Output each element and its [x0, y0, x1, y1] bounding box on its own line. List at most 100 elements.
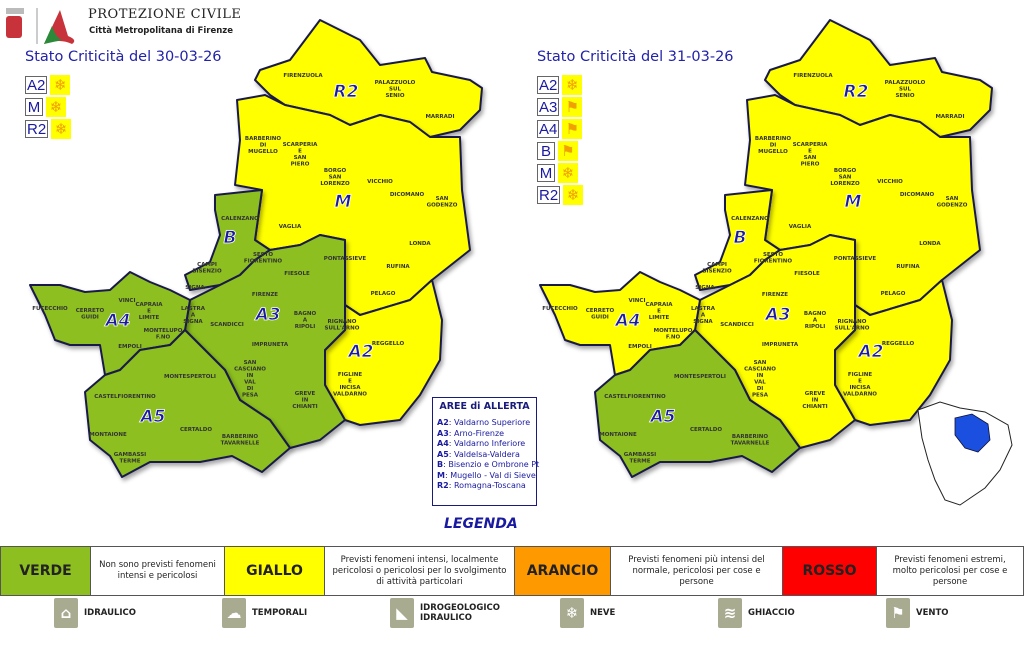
municipality-label: SCARPERIA E SAN PIERO: [793, 142, 829, 168]
map-day2: FIRENZUOLA PALAZZUOLO SUL SENIO MARRADI BARBE…: [539, 19, 993, 478]
alert-zone-code: R2: [25, 120, 49, 138]
alert-row: M ❄: [25, 97, 71, 117]
municipality-label: SAN GODENZO: [937, 196, 968, 209]
storm-icon: ☁: [222, 598, 246, 628]
municipality-label: RIGNANO SULL'ARNO: [325, 319, 360, 332]
hazard-neve: ❄ NEVE: [560, 598, 615, 628]
area-item: R2: Romagna-Toscana: [437, 481, 526, 490]
firenze-highlight: [954, 413, 991, 453]
alert-areas-box: AREE di ALLERTA A2: Valdarno Superiore A…: [432, 397, 540, 506]
municipality-label: GREVE IN CHIANTI: [802, 391, 827, 410]
alert-areas-title: AREE di ALLERTA: [439, 401, 530, 412]
windsock-icon: ⚑: [562, 119, 583, 139]
alert-zone-code: A3: [537, 98, 560, 116]
municipality-label: CAMPI BISENZIO: [192, 262, 222, 275]
alerts-day1: A2 ❄ M ❄ R2 ❄: [25, 75, 72, 139]
municipality-label: MONTESPERTOLI: [164, 374, 216, 380]
municipality-label: MONTESPERTOLI: [674, 374, 726, 380]
tuscany-inset-map: [917, 401, 1013, 506]
alert-row: B ⚑: [537, 141, 583, 161]
alert-row: M ❄: [537, 163, 583, 183]
alert-zone-code: A2: [537, 76, 560, 94]
municipality-label: BORGO SAN LORENZO: [320, 168, 350, 187]
maps-canvas: FIRENZUOLA PALAZZUOLO SUL SENIO MARRADI BARBE…: [29, 19, 1013, 506]
municipality-label: PALAZZUOLO SUL SENIO: [885, 80, 926, 99]
hazard-vento: ⚑ VENTO: [886, 598, 949, 628]
alert-zone-code: M: [25, 98, 43, 116]
municipality-label: SAN GODENZO: [427, 196, 458, 209]
municipality-label: PALAZZUOLO SUL SENIO: [375, 80, 416, 99]
municipality-label: LONDA: [409, 241, 431, 247]
area-item: B: Bisenzio e Ombrone Pt: [437, 460, 540, 469]
snowflake-icon: ❄: [560, 598, 584, 628]
level-verde-desc: Non sono previsti fenomeni intensi e per…: [91, 547, 225, 595]
flood-house-icon: ⌂: [54, 598, 78, 628]
municipality-label: BORGO SAN LORENZO: [830, 168, 860, 187]
area-item: A3: Arno-Firenze: [437, 428, 505, 438]
municipality-label: RUFINA: [896, 264, 920, 270]
zone-label-A3: A3: [254, 305, 281, 325]
area-item: A2: Valdarno Superiore: [437, 418, 531, 427]
snowflake-icon: ❄: [563, 185, 584, 205]
municipality-label: FIESOLE: [284, 271, 310, 277]
level-rosso-desc: Previsti fenomeni estremi, molto pericol…: [892, 554, 1008, 587]
municipality-label: DICOMANO: [900, 192, 935, 198]
landslide-icon: ◣: [390, 598, 414, 628]
municipality-label: GAMBASSI TERME: [114, 452, 146, 465]
zone-area-A5[interactable]: [84, 329, 291, 478]
municipality-label: FIRENZUOLA: [793, 73, 833, 79]
municipality-label: FIESOLE: [794, 271, 820, 277]
hazard-legend: ⌂ IDRAULICO ☁ TEMPORALI ◣ IDROGEOLOGICO IDR…: [0, 598, 1024, 638]
zone-area-A5[interactable]: [594, 329, 801, 478]
municipality-label: RIGNANO SULL'ARNO: [835, 319, 870, 332]
municipality-label: SIGNA: [185, 285, 205, 291]
hazard-label: IDROGEOLOGICO IDRAULICO: [420, 603, 500, 623]
municipality-label: FIRENZUOLA: [283, 73, 323, 79]
municipality-label: PELAGO: [881, 291, 906, 297]
area-item: A5: Valdelsa-Valdera: [437, 449, 520, 459]
municipality-label: CAMPI BISENZIO: [702, 262, 732, 275]
municipality-label: FUCECCHIO: [542, 306, 578, 312]
hazard-idraulico: ⌂ IDRAULICO: [54, 598, 136, 628]
level-rosso: ROSSO: [783, 547, 877, 595]
municipality-label: CAPRAIA E LIMITE: [645, 302, 673, 321]
zone-label-B: B: [224, 228, 237, 248]
alert-zone-code: A2: [25, 76, 48, 94]
municipality-label: VICCHIO: [367, 179, 393, 185]
municipality-label: SAN CASCIANO IN VAL DI PESA: [234, 360, 266, 399]
municipality-label: BARBERINO TAVARNELLE: [731, 434, 770, 447]
municipality-label: FUCECCHIO: [32, 306, 68, 312]
alert-row: A4 ⚑: [537, 119, 583, 139]
org-title: PROTEZIONE CIVILE: [88, 7, 242, 22]
level-arancio: ARANCIO: [515, 547, 611, 595]
municipality-label: CALENZANO: [221, 216, 259, 222]
municipality-label: MARRADI: [935, 114, 964, 120]
municipality-label: CASTELFIORENTINO: [604, 394, 666, 400]
municipality-label: MONTELUPO F.NO: [144, 328, 183, 341]
snowflake-icon: ❄: [558, 163, 578, 183]
org-subtitle: Città Metropolitana di Firenze: [89, 26, 233, 36]
hazard-label: TEMPORALI: [252, 608, 308, 618]
alert-level-scale: VERDE Non sono previsti fenomeni intensi…: [0, 546, 1024, 596]
snowflake-icon: ❄: [562, 75, 583, 95]
zone-label-A4: A4: [104, 311, 131, 331]
municipality-label: RUFINA: [386, 264, 410, 270]
snowflake-icon: ❄: [50, 75, 71, 95]
municipality-label: SCARPERIA E SAN PIERO: [283, 142, 319, 168]
level-giallo: GIALLO: [225, 547, 325, 595]
level-verde: VERDE: [1, 547, 91, 595]
municipality-label: DICOMANO: [390, 192, 425, 198]
municipality-label: MONTAIONE: [89, 432, 127, 438]
legend-heading: LEGENDA: [444, 516, 518, 532]
municipality-label: GAMBASSI TERME: [624, 452, 656, 465]
municipality-label: BARBERINO DI MUGELLO: [755, 136, 792, 155]
alert-zone-code: A4: [537, 120, 560, 138]
municipality-label: SIGNA: [695, 285, 715, 291]
hazard-label: GHIACCIO: [748, 608, 795, 618]
hazard-label: IDRAULICO: [84, 608, 137, 618]
zone-label-M: M: [845, 192, 862, 212]
municipality-label: CERTALDO: [180, 427, 212, 433]
hazard-temporali: ☁ TEMPORALI: [222, 598, 307, 628]
hazard-idrogeologico: ◣ IDROGEOLOGICO IDRAULICO: [390, 598, 500, 628]
municipality-label: MONTELUPO F.NO: [654, 328, 693, 341]
